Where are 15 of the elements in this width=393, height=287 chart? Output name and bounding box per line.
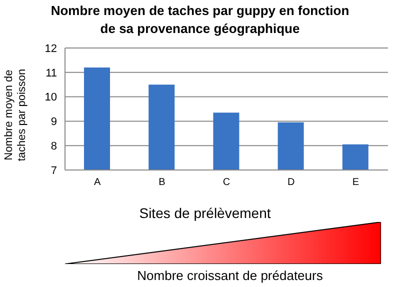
chart-title: Nombre moyen de taches par guppy en fonction de sa provenance géographique <box>50 2 350 38</box>
y-axis-title: Nombre moyen de taches par poisson <box>3 68 29 164</box>
x-tick-label: D <box>287 177 295 188</box>
text: Nombre croissant de prédateurs <box>136 268 324 283</box>
y-tick-label: 9 <box>50 116 57 128</box>
x-tick-label: E <box>352 177 360 188</box>
y-tick-label: 7 <box>50 164 57 177</box>
x-tick-label: C <box>222 177 230 188</box>
x-tick-label: B <box>158 177 166 188</box>
y-tick-label: 8 <box>50 140 57 153</box>
x-axis-title: Sites de prélèvement <box>138 205 272 221</box>
x-tick-label: A <box>94 177 101 188</box>
y-tick-label: 12 <box>44 42 57 55</box>
y-tick-label: 11 <box>46 67 57 80</box>
y-tick-label: 10 <box>44 92 57 104</box>
